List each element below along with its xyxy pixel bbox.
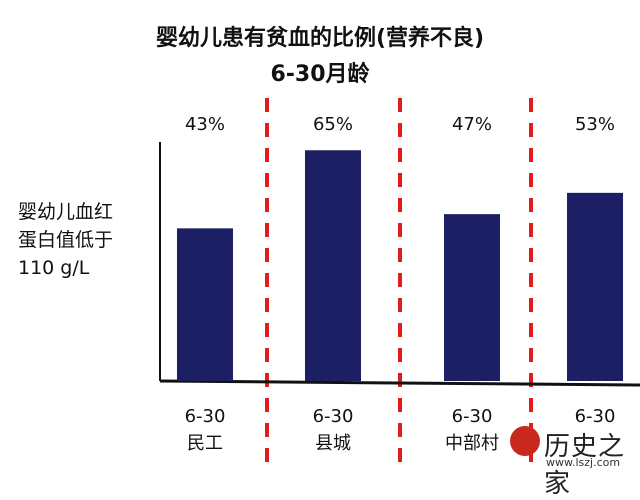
category-age-label-4: 6-30 <box>575 406 616 427</box>
watermark-url: www.lszj.com <box>546 456 621 469</box>
bar-4 <box>567 192 623 381</box>
y-axis-label-line-1: 婴幼儿血红 <box>18 201 114 223</box>
bar-3 <box>444 214 500 381</box>
bar-1 <box>177 228 233 381</box>
category-group-label-2: 县城 <box>315 433 351 454</box>
y-axis-label: 婴幼儿血红 蛋白值低于 110 g/L <box>18 198 113 282</box>
category-age-label-2: 6-30 <box>313 406 354 427</box>
value-label-2: 65% <box>313 114 353 135</box>
category-group-label-3: 中部村 <box>445 433 499 454</box>
x-axis-line <box>159 379 640 387</box>
category-age-label-1: 6-30 <box>185 406 226 427</box>
watermark-logo: 历史之家 www.lszj.com <box>510 424 640 499</box>
y-axis-label-line-2: 蛋白值低于 <box>18 229 114 251</box>
value-label-3: 47% <box>452 114 492 135</box>
chart-subtitle: 6-30月龄 <box>270 62 370 87</box>
category-age-label-3: 6-30 <box>452 406 493 427</box>
category-group-label-1: 民工 <box>187 433 223 454</box>
watermark-seal-icon <box>510 426 540 456</box>
value-label-1: 43% <box>185 114 225 135</box>
bar-chart: 43% 6-30 民工 65% 6-30 县城 47% 6-30 中部村 53% 6-30 <box>159 98 640 470</box>
bar-2 <box>305 150 361 381</box>
value-label-4: 53% <box>575 114 615 135</box>
chart-title: 婴幼儿患有贫血的比例(营养不良) <box>155 26 485 51</box>
y-axis-label-line-3: 110 g/L <box>18 257 90 279</box>
